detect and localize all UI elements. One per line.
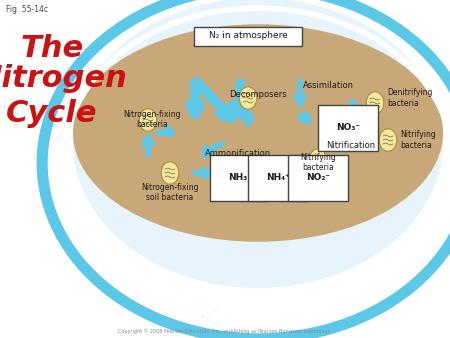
Text: Decomposers: Decomposers bbox=[229, 90, 287, 99]
Text: NO₃⁻: NO₃⁻ bbox=[336, 123, 360, 132]
Ellipse shape bbox=[161, 162, 179, 184]
Text: Nitrifying
bacteria: Nitrifying bacteria bbox=[300, 153, 336, 172]
Ellipse shape bbox=[139, 109, 157, 131]
Text: Cycle: Cycle bbox=[6, 99, 98, 128]
Ellipse shape bbox=[73, 18, 443, 308]
Text: NH₃: NH₃ bbox=[228, 173, 248, 183]
Text: The: The bbox=[20, 34, 84, 63]
Text: NH₄⁺: NH₄⁺ bbox=[266, 173, 290, 183]
Text: Nitrifying
bacteria: Nitrifying bacteria bbox=[400, 130, 436, 150]
Text: Copyright © 2008 Pearson Education, Inc., publishing as Pearson Benjamin Cumming: Copyright © 2008 Pearson Education, Inc.… bbox=[118, 329, 332, 334]
Text: N₂ in atmosphere: N₂ in atmosphere bbox=[209, 31, 288, 41]
Text: Nitrification: Nitrification bbox=[326, 141, 375, 149]
Text: Assimilation: Assimilation bbox=[303, 81, 354, 91]
Ellipse shape bbox=[379, 129, 397, 151]
Ellipse shape bbox=[73, 24, 443, 242]
Ellipse shape bbox=[309, 149, 327, 171]
Ellipse shape bbox=[239, 87, 257, 109]
Text: Nitrogen: Nitrogen bbox=[0, 64, 127, 93]
Text: Ammonification: Ammonification bbox=[205, 148, 271, 158]
Text: Fig. 55-14c: Fig. 55-14c bbox=[6, 5, 48, 14]
Text: Nitrogen-fixing
soil bacteria: Nitrogen-fixing soil bacteria bbox=[141, 183, 199, 202]
Text: NO₂⁻: NO₂⁻ bbox=[306, 173, 330, 183]
FancyBboxPatch shape bbox=[194, 26, 302, 46]
Ellipse shape bbox=[366, 92, 384, 114]
Text: Nitrogen-fixing
bacteria: Nitrogen-fixing bacteria bbox=[123, 110, 181, 129]
Ellipse shape bbox=[73, 0, 443, 288]
Text: Denitrifying
bacteria: Denitrifying bacteria bbox=[387, 88, 432, 108]
